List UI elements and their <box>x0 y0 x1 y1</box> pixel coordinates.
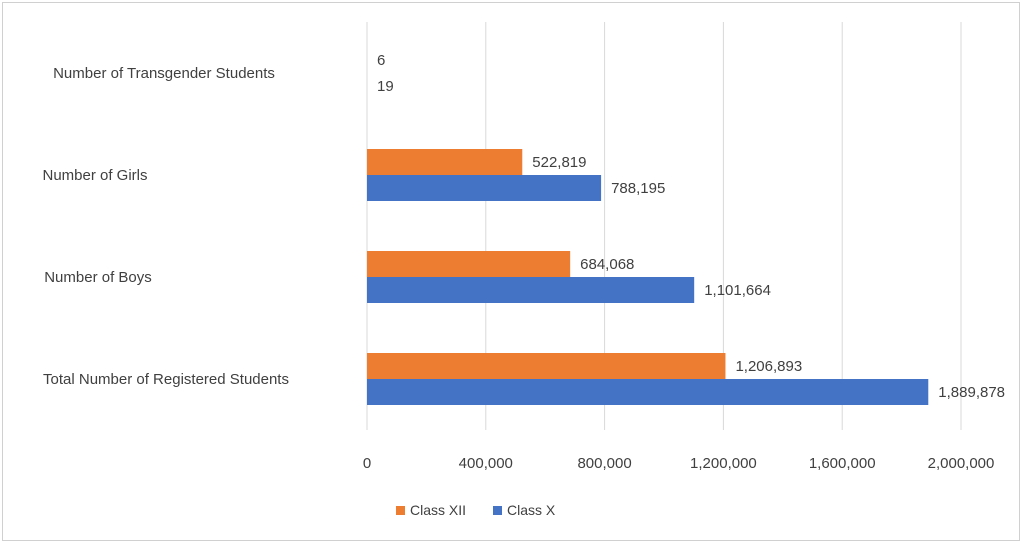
data-label: 684,068 <box>580 256 634 273</box>
category-label: Total Number of Registered Students <box>43 371 289 388</box>
legend-swatch <box>396 506 405 515</box>
x-tick-label: 2,000,000 <box>928 455 995 472</box>
data-label: 19 <box>377 78 394 95</box>
bar <box>367 149 523 175</box>
bar <box>367 251 571 277</box>
x-tick-label: 400,000 <box>459 455 513 472</box>
legend-swatch <box>493 506 502 515</box>
legend-label: Class XII <box>410 502 466 518</box>
bar <box>367 277 695 303</box>
category-label: Number of Boys <box>44 269 152 286</box>
data-label: 1,101,664 <box>704 282 771 299</box>
data-label: 6 <box>377 52 385 69</box>
x-tick-label: 1,600,000 <box>809 455 876 472</box>
data-label: 522,819 <box>532 154 586 171</box>
data-label: 1,889,878 <box>938 384 1005 401</box>
data-label: 788,195 <box>611 180 665 197</box>
bar <box>367 175 602 201</box>
category-label: Number of Girls <box>42 167 147 184</box>
bar <box>367 353 726 379</box>
legend-label: Class X <box>507 502 556 518</box>
bar <box>367 379 929 405</box>
data-label: 1,206,893 <box>735 358 802 375</box>
x-tick-label: 800,000 <box>577 455 631 472</box>
category-label: Number of Transgender Students <box>53 65 275 82</box>
x-tick-label: 1,200,000 <box>690 455 757 472</box>
x-tick-label: 0 <box>363 455 371 472</box>
